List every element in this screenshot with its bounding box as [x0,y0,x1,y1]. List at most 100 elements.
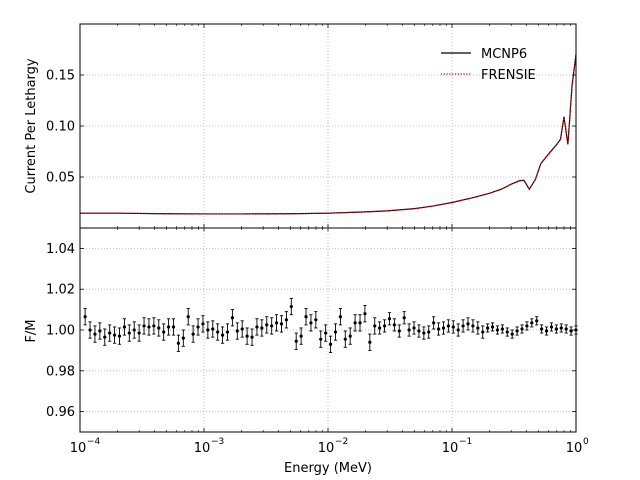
bottom-panel: 10 −4 10 −3 10 −2 10 −1 10 00.960.981.001.021.04 … [24,227,589,476]
x-tick-label: 10 [566,441,583,456]
top-y-tick-label: 0.05 [46,171,75,186]
top-y-tick-label: 0.10 [46,120,75,135]
ratio-point [540,327,544,331]
x-tick-label: 10 [318,441,335,456]
ratio-point [559,326,563,330]
ratio-point [486,326,490,330]
ratio-point [103,335,107,339]
ratio-point [225,330,230,334]
ratio-point [402,316,406,320]
ratio-point [446,324,450,328]
x-tick-exponent: −2 [335,437,348,447]
x-tick-label: 10 [442,441,459,456]
ratio-point [186,315,190,319]
ratio-point [211,327,215,331]
ratio-point [451,325,455,329]
ratio-point [456,328,460,332]
ratio-point [554,327,558,331]
x-tick-exponent: −4 [87,437,101,447]
ratio-point [83,315,87,319]
ratio-point [490,325,495,329]
ratio-point [476,326,480,330]
ratio-point [88,328,92,332]
ratio-point [427,330,431,334]
ratio-point [378,326,382,330]
legend-label-frensie: FRENSIE [481,68,536,83]
ratio-point [392,323,396,327]
ratio-point [270,324,274,328]
ratio-point [122,325,127,329]
ratio-point [382,324,387,328]
x-tick-label: 10 [70,441,87,456]
ratio-point [181,336,185,340]
ratio-point [98,329,102,333]
ratio-point [422,331,426,335]
ratio-point [289,304,293,309]
ratio-point [495,328,500,332]
bottom-y-tick-label: 0.98 [46,364,75,379]
ratio-point [461,324,465,328]
ratio-point [220,333,225,337]
ratio-point [324,331,328,335]
ratio-point [132,328,136,332]
ratio-point [353,321,357,325]
bottom-ticks: 10 −4 10 −3 10 −2 10 −1 10 00.960.981.001.021.04 [46,228,589,456]
ratio-point [117,334,122,338]
ratio-point [230,316,234,320]
ratio-point [549,325,554,329]
ratio-point [373,324,377,328]
ratio-point [142,324,146,328]
bottom-y-tick-label: 1.04 [46,242,75,257]
bottom-y-tick-label: 0.96 [46,405,75,420]
series-line-frensie [80,54,577,215]
ratio-point [387,317,392,321]
ratio-point [314,318,318,322]
ratio-point [525,324,529,328]
ratio-point [108,331,112,335]
x-tick-label: 10 [194,441,211,456]
ratio-point [505,330,509,334]
ratio-point [284,318,288,322]
ratio-point [162,330,166,334]
ratio-point [510,332,514,336]
ratio-point [520,327,524,331]
x-tick-exponent: −3 [211,437,224,447]
ratio-point [191,332,195,336]
ratio-point [407,328,411,332]
bottom-points [83,297,578,353]
ratio-point [436,327,441,331]
ratio-point [216,330,220,334]
bottom-y-tick-label: 1.02 [46,283,75,298]
top-grid [80,24,576,228]
ratio-point [412,326,416,330]
ratio-point [319,337,323,341]
ratio-point [569,329,573,333]
top-y-axis-label: Current Per Lethargy [24,58,39,193]
ratio-point [196,325,200,329]
ratio-point [250,335,254,339]
ratio-point [417,329,421,333]
ratio-point [432,321,436,325]
ratio-point [127,331,131,335]
ratio-point [157,326,161,330]
ratio-point [564,327,568,331]
ratio-point [206,328,210,332]
ratio-point [358,321,362,325]
ratio-point [299,334,303,338]
ratio-point [304,315,308,319]
ratio-point [368,340,372,344]
ratio-point [333,330,338,334]
ratio-point [240,327,244,331]
ratio-point [338,315,342,319]
ratio-point [397,329,401,333]
ratio-point [260,326,264,330]
ratio-point [481,330,485,334]
ratio-point [348,334,352,338]
ratio-point [343,337,347,341]
ratio-point [466,322,470,326]
ratio-point [171,325,176,329]
ratio-point [201,322,205,326]
ratio-point [441,326,446,330]
x-tick-exponent: 0 [583,437,589,447]
ratio-point [176,341,180,345]
